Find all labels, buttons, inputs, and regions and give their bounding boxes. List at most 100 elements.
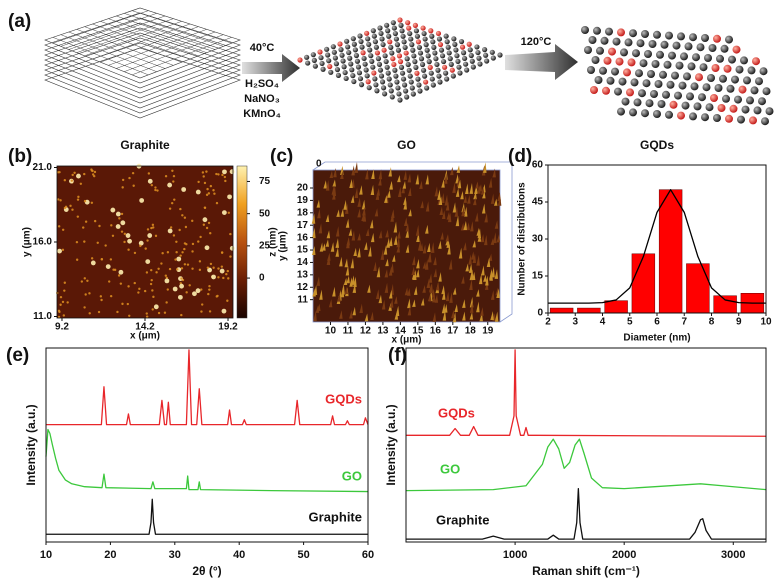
- colorbar-tick-label: 50: [259, 208, 271, 219]
- afm-spike: [371, 169, 375, 180]
- afm-spike: [415, 174, 420, 185]
- atom: [400, 33, 406, 39]
- x-tick-label: 3: [572, 317, 578, 328]
- afm-feature: [123, 232, 127, 236]
- atom: [370, 28, 376, 34]
- afm-feature: [154, 234, 158, 238]
- afm-spike: [484, 212, 488, 223]
- x-tick-label: 8: [709, 317, 715, 328]
- atom: [432, 50, 438, 56]
- atom: [430, 82, 436, 88]
- afm-spike: [330, 242, 335, 252]
- atom: [351, 78, 357, 85]
- atom: [743, 76, 751, 85]
- atom: [642, 79, 651, 88]
- atom: [385, 28, 391, 34]
- afm-spike: [378, 230, 383, 239]
- afm-spike: [395, 305, 400, 316]
- afm-feature: [212, 266, 215, 269]
- atom: [617, 107, 625, 116]
- afm-spike: [496, 234, 501, 243]
- atom: [382, 91, 388, 97]
- afm-feature: [104, 244, 107, 247]
- afm-spike: [478, 273, 483, 285]
- atom: [644, 50, 652, 58]
- afm-spike: [438, 240, 442, 249]
- atom: [692, 53, 700, 62]
- afm-feature: [131, 171, 135, 175]
- afm-feature: [207, 292, 210, 296]
- lattice-line: [131, 37, 232, 76]
- afm-feature: [133, 281, 136, 285]
- afm-feature: [171, 169, 174, 172]
- x-tick-label: 60: [362, 549, 374, 561]
- atom: [436, 73, 442, 79]
- atom: [416, 44, 423, 51]
- afm-spike: [402, 180, 407, 189]
- afm-feature: [121, 178, 125, 182]
- atom: [359, 44, 365, 50]
- afm-spike: [496, 288, 500, 299]
- afm-spike: [428, 273, 433, 283]
- afm-feature: [127, 285, 130, 288]
- atom: [338, 47, 344, 53]
- x-tick-label: 3000: [721, 549, 745, 561]
- atom: [421, 30, 427, 37]
- afm-feature: [221, 308, 227, 314]
- afm-spike: [455, 173, 459, 184]
- atom: [705, 103, 714, 112]
- atom: [353, 52, 360, 59]
- afm-feature: [200, 310, 203, 313]
- atom: [331, 49, 337, 55]
- afm-spike: [378, 169, 383, 180]
- afm-spike: [458, 247, 463, 259]
- afm-spike: [365, 168, 369, 180]
- afm-feature: [229, 232, 232, 236]
- afm-feature: [220, 251, 224, 254]
- atom: [713, 34, 721, 43]
- atom: [391, 25, 397, 31]
- afm-feature: [215, 201, 219, 205]
- atom: [412, 59, 418, 65]
- atom: [725, 114, 733, 123]
- atom: [462, 55, 468, 62]
- afm-spike: [408, 208, 412, 217]
- afm-spike: [480, 186, 485, 195]
- afm-spike: [463, 242, 467, 251]
- afm-feature: [188, 284, 191, 287]
- atom: [657, 100, 666, 108]
- atom: [399, 28, 405, 34]
- afm-spike: [441, 285, 445, 295]
- afm-feature: [88, 292, 91, 295]
- afm-spike: [346, 275, 350, 284]
- afm-feature: [71, 173, 74, 177]
- atom: [632, 49, 640, 58]
- atom: [443, 33, 449, 39]
- afm-spike: [351, 230, 356, 241]
- afm-spike: [364, 313, 369, 322]
- afm-spike: [444, 194, 449, 206]
- afm-spike: [328, 299, 333, 308]
- afm-spike: [438, 272, 442, 282]
- atom: [704, 54, 712, 62]
- atom: [394, 79, 400, 85]
- atom: [377, 25, 383, 31]
- graphite-layer: [44, 27, 241, 99]
- afm-spike: [427, 293, 432, 302]
- atom: [422, 73, 428, 79]
- afm-spike: [463, 206, 468, 217]
- graphite-layer: [44, 17, 241, 89]
- atom: [645, 99, 654, 108]
- axes-frame: [547, 164, 767, 314]
- afm-feature: [195, 189, 201, 195]
- atom: [693, 102, 702, 111]
- x-tick-label: 18: [465, 326, 477, 337]
- graphite-layer: [44, 42, 241, 114]
- atom: [455, 58, 461, 65]
- afm-spike: [463, 195, 467, 203]
- atom: [410, 91, 416, 97]
- atom: [476, 55, 482, 61]
- afm-spike: [483, 162, 487, 173]
- atom: [759, 67, 768, 76]
- afm-spike: [370, 232, 375, 243]
